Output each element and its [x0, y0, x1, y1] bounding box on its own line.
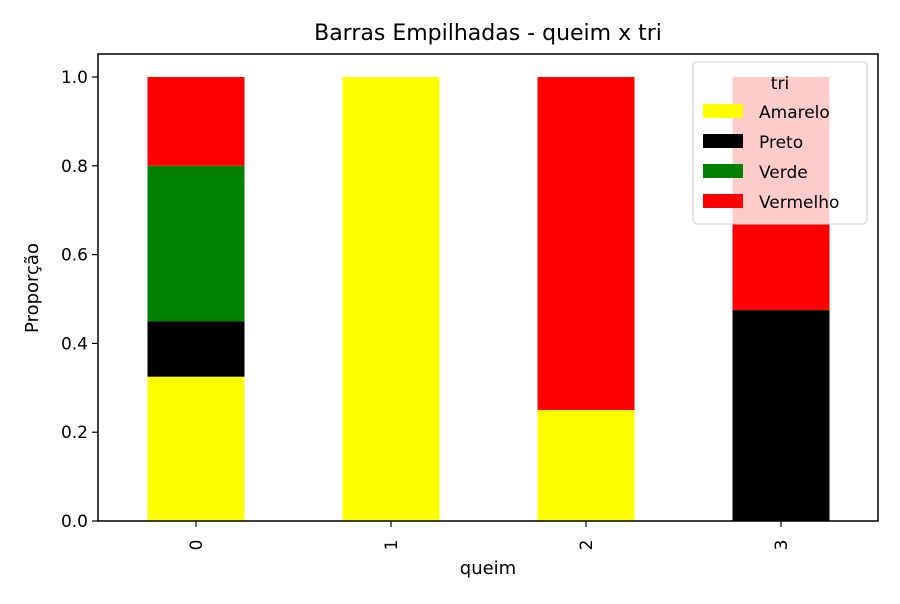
y-tick-label: 0.8	[61, 157, 88, 177]
bar-segment-amarelo-2	[537, 410, 635, 521]
y-tick-label: 0.4	[61, 334, 88, 354]
bar-segment-preto-3	[732, 310, 830, 521]
y-tick-label: 0.0	[61, 512, 88, 532]
y-tick-label: 0.6	[61, 246, 88, 266]
bar-segment-preto-0	[147, 321, 245, 377]
legend-label-preto: Preto	[759, 133, 803, 153]
bars-layer	[147, 77, 830, 521]
bar-segment-vermelho-2	[537, 77, 635, 410]
legend-swatch-vermelho	[703, 194, 743, 208]
x-axis: 0 1 2 3	[187, 521, 792, 550]
bar-segment-amarelo-1	[342, 77, 440, 521]
legend-swatch-preto	[703, 134, 743, 148]
legend-label-verde: Verde	[759, 163, 808, 183]
x-tick-label: 1	[382, 540, 402, 551]
legend: tri Amarelo Preto Verde Vermelho	[692, 61, 868, 225]
x-tick-label: 3	[772, 540, 792, 551]
y-tick-label: 0.2	[61, 423, 88, 443]
chart-title: Barras Empilhadas - queim x tri	[314, 21, 662, 46]
x-axis-label: queim	[460, 558, 516, 579]
y-axis-label: Proporção	[22, 243, 43, 333]
legend-label-amarelo: Amarelo	[759, 103, 830, 123]
legend-swatch-amarelo	[703, 104, 743, 118]
legend-title: tri	[771, 74, 789, 94]
x-tick-label: 0	[187, 540, 207, 551]
y-tick-label: 1.0	[61, 68, 88, 88]
legend-box	[692, 61, 868, 225]
bar-segment-vermelho-0	[147, 77, 245, 166]
bar-segment-verde-0	[147, 165, 245, 322]
legend-swatch-verde	[703, 164, 743, 178]
bar-segment-amarelo-0	[147, 376, 245, 521]
legend-label-vermelho: Vermelho	[759, 193, 839, 213]
plot-area-frame	[97, 53, 879, 522]
y-axis: 0.0 0.2 0.4 0.6 0.8 1.0	[61, 68, 98, 532]
x-tick-label: 2	[577, 540, 597, 551]
